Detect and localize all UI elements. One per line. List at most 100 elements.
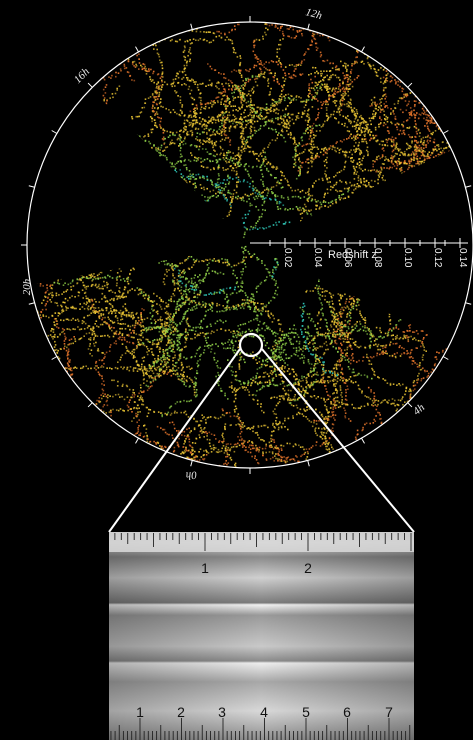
galaxy-point (220, 134, 223, 137)
galaxy-point (408, 164, 411, 167)
galaxy-point (71, 202, 74, 205)
galaxy-point (157, 146, 160, 149)
galaxy-point (72, 156, 74, 158)
galaxy-point (98, 252, 100, 254)
galaxy-point (314, 81, 317, 84)
galaxy-point (311, 148, 313, 151)
galaxy-point (398, 203, 400, 205)
galaxy-point (111, 139, 114, 142)
galaxy-point (378, 176, 380, 178)
galaxy-point (278, 202, 281, 205)
galaxy-point (259, 127, 262, 130)
galaxy-point (46, 117, 49, 120)
galaxy-point (282, 88, 285, 91)
galaxy-point (346, 68, 348, 71)
galaxy-point (196, 83, 199, 86)
galaxy-point (192, 108, 195, 111)
galaxy-point (135, 65, 138, 67)
galaxy-point (223, 112, 226, 114)
galaxy-point (415, 146, 418, 149)
galaxy-point (347, 23, 350, 25)
galaxy-point (96, 196, 99, 198)
galaxy-point (240, 132, 243, 135)
galaxy-point (223, 129, 225, 131)
galaxy-point (68, 157, 70, 159)
galaxy-point (235, 158, 238, 160)
galaxy-point (245, 142, 248, 144)
galaxy-point (81, 196, 83, 198)
galaxy-point (191, 134, 193, 137)
galaxy-point (125, 18, 127, 20)
galaxy-point (151, 191, 153, 194)
galaxy-point (325, 103, 327, 106)
galaxy-point (66, 161, 68, 163)
galaxy-point (379, 157, 381, 160)
galaxy-point (440, 74, 443, 76)
galaxy-point (133, 65, 135, 67)
galaxy-point (229, 139, 232, 141)
galaxy-point (261, 204, 264, 206)
galaxy-point (385, 79, 387, 82)
galaxy-point (211, 105, 213, 108)
galaxy-point (252, 50, 255, 53)
galaxy-point (407, 154, 409, 157)
galaxy-point (321, 104, 323, 106)
galaxy-point (368, 117, 371, 120)
galaxy-point (422, 154, 424, 156)
galaxy-point (396, 128, 399, 131)
galaxy-point (260, 109, 263, 111)
galaxy-point (260, 70, 263, 73)
galaxy-point (339, 198, 341, 201)
galaxy-point (269, 197, 271, 200)
galaxy-point (173, 218, 176, 220)
galaxy-point (140, 138, 143, 141)
galaxy-point (133, 133, 135, 135)
galaxy-point (180, 214, 182, 217)
galaxy-point (453, 136, 456, 138)
galaxy-point (131, 172, 133, 175)
galaxy-point (94, 163, 97, 165)
galaxy-point (323, 196, 325, 198)
galaxy-point (205, 148, 207, 150)
galaxy-point (408, 154, 410, 157)
galaxy-point (255, 56, 258, 58)
galaxy-point (448, 196, 451, 199)
galaxy-point (382, 147, 385, 149)
galaxy-point (309, 142, 311, 145)
galaxy-point (354, 187, 357, 190)
galaxy-point (358, 149, 361, 151)
galaxy-point (342, 81, 344, 84)
galaxy-point (63, 191, 65, 194)
galaxy-point (137, 210, 140, 213)
galaxy-point (293, 70, 296, 72)
galaxy-point (326, 188, 329, 191)
galaxy-point (247, 93, 250, 95)
galaxy-point (128, 165, 130, 168)
galaxy-point (361, 60, 364, 63)
galaxy-point (386, 118, 388, 120)
galaxy-point (251, 74, 254, 77)
galaxy-point (383, 94, 386, 96)
galaxy-point (101, 69, 103, 71)
galaxy-point (460, 125, 462, 128)
galaxy-point (196, 139, 199, 141)
galaxy-point (222, 157, 225, 159)
galaxy-point (408, 173, 410, 176)
galaxy-point (415, 153, 417, 156)
galaxy-point (143, 177, 146, 179)
galaxy-point (136, 115, 139, 118)
galaxy-point (186, 206, 188, 208)
galaxy-point (239, 108, 241, 110)
galaxy-point (139, 112, 142, 114)
galaxy-point (172, 82, 174, 85)
galaxy-point (392, 163, 395, 165)
galaxy-point (44, 186, 46, 188)
galaxy-point (442, 102, 444, 104)
galaxy-point (301, 217, 303, 219)
galaxy-point (243, 111, 245, 114)
galaxy-point (116, 247, 118, 249)
galaxy-point (220, 111, 223, 114)
galaxy-point (341, 95, 344, 97)
galaxy-point (132, 259, 134, 261)
galaxy-point (231, 42, 234, 45)
